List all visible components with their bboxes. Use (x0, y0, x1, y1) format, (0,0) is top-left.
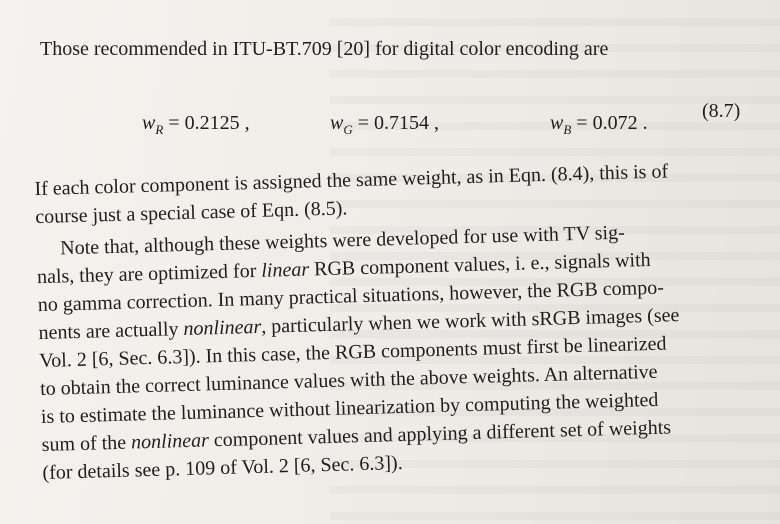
subscript: B (563, 122, 572, 137)
emphasis: linear (261, 258, 310, 282)
symbol: w (550, 112, 564, 134)
equation-number: (8.7) (702, 100, 741, 122)
subscript: G (343, 122, 353, 137)
value: = 0.072 . (576, 112, 648, 134)
subscript: R (155, 122, 164, 137)
text-line: course just a special case of Eqn. (8.5)… (35, 197, 348, 229)
weight-green: wG = 0.7154 , (330, 112, 439, 138)
symbol: w (142, 112, 156, 134)
text: sum of the (41, 431, 132, 457)
emphasis: nonlinear (183, 315, 262, 341)
value: = 0.2125 , (168, 112, 250, 134)
weight-blue: wB = 0.072 . (550, 112, 648, 138)
show-through-text (330, 0, 780, 524)
emphasis: nonlinear (130, 429, 210, 454)
text: nals, they are optimized for (36, 259, 262, 289)
text: nents are actually (38, 318, 184, 345)
intro-line: Those recommended in ITU-BT.709 [20] for… (40, 38, 609, 60)
weight-red: wR = 0.2125 , (142, 112, 250, 138)
value: = 0.7154 , (357, 112, 440, 134)
symbol: w (330, 112, 344, 134)
